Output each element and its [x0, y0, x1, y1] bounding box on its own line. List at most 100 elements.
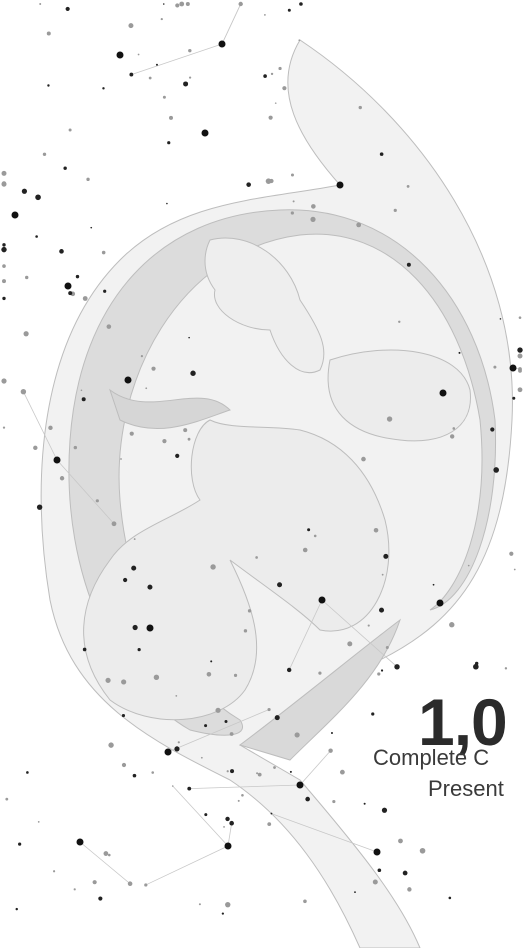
mesh-dot: [105, 677, 111, 683]
mesh-dot: [257, 772, 262, 777]
mesh-dot: [330, 732, 333, 735]
mesh-dot: [264, 14, 266, 16]
mesh-dot: [289, 770, 292, 773]
mesh-dot: [267, 822, 272, 826]
mesh-dot: [63, 166, 67, 170]
mesh-dot: [198, 903, 201, 906]
mesh-dot: [162, 439, 167, 444]
mesh-dot: [171, 785, 174, 787]
mesh-dot: [1, 181, 7, 186]
mesh-dot: [5, 797, 9, 801]
mesh-dot: [166, 202, 168, 205]
mesh-dot: [177, 741, 180, 744]
mesh-dot: [518, 368, 522, 373]
mesh-dot: [303, 899, 307, 904]
mesh-dot: [98, 896, 103, 901]
mesh-dot: [256, 772, 259, 775]
mesh-line: [227, 823, 233, 847]
mesh-dot: [65, 6, 70, 12]
mesh-dot: [162, 95, 166, 99]
mesh-line: [189, 784, 301, 790]
mesh-dot: [356, 222, 362, 228]
mesh-dot: [145, 387, 148, 390]
mesh-dot: [398, 838, 403, 844]
mesh-dot: [238, 1, 243, 7]
mesh-dot: [229, 820, 234, 826]
mesh-dot: [268, 115, 273, 120]
mesh-dot: [2, 426, 6, 429]
mesh-dot: [347, 641, 353, 647]
mesh-dot: [371, 712, 375, 716]
mesh-dot: [137, 648, 141, 652]
mesh-dot: [175, 453, 180, 458]
mesh-dot: [278, 66, 282, 71]
mesh-dot: [1, 246, 7, 253]
mesh-dot: [59, 476, 65, 481]
mesh-dot: [15, 907, 18, 911]
mesh-dot: [379, 607, 385, 613]
mesh-dot: [210, 564, 216, 570]
mesh-dot: [123, 577, 128, 583]
mesh-dot: [328, 748, 333, 753]
mesh-dot: [363, 802, 366, 805]
mesh-dot: [169, 115, 174, 120]
womb: [68, 209, 497, 736]
mesh-dot: [18, 842, 22, 846]
mesh-dot: [517, 347, 523, 353]
mesh-dot: [73, 888, 76, 891]
mesh-dot: [225, 816, 230, 822]
mesh-hub: [336, 181, 344, 189]
mesh-dot: [153, 674, 160, 681]
mesh-dot: [188, 76, 192, 79]
mesh-dot: [95, 499, 99, 503]
mesh-dot: [277, 582, 283, 588]
mesh-dot: [402, 870, 408, 876]
mesh-dot: [215, 707, 221, 713]
mesh-dot: [39, 3, 42, 5]
mesh-hub: [116, 51, 124, 59]
mesh-dot: [318, 671, 322, 675]
mesh-line: [288, 599, 323, 671]
headline-line: Complete C: [373, 745, 490, 770]
mesh-dot: [59, 249, 64, 254]
mesh-dot: [274, 102, 277, 104]
mesh-dot: [377, 672, 381, 676]
mesh-dot: [373, 527, 379, 533]
mesh: [1, 1, 523, 915]
mesh-dot: [377, 868, 382, 873]
mesh-dot: [380, 669, 384, 672]
mesh-dot: [290, 211, 294, 215]
fetus-head: [327, 349, 471, 442]
mesh-dot: [120, 458, 122, 460]
mesh-dot: [127, 881, 133, 887]
mesh-dot: [35, 194, 41, 201]
mesh-dot: [419, 847, 426, 854]
headline-number: 1,0: [418, 685, 508, 759]
mesh-dot: [151, 366, 156, 371]
mesh-dot: [73, 445, 78, 450]
mesh-dot: [188, 48, 192, 53]
mesh-dot: [2, 296, 6, 301]
mesh-dot: [68, 291, 73, 296]
shapes: [40, 39, 513, 948]
mesh-line: [145, 845, 229, 886]
mesh-dot: [155, 63, 158, 66]
mesh-dot: [517, 387, 523, 393]
mesh-hub: [439, 389, 447, 397]
mesh-dot: [449, 622, 455, 628]
mesh-dot: [101, 250, 106, 255]
mesh-dot: [302, 547, 308, 553]
mesh-dot: [86, 177, 90, 182]
mesh-dot: [148, 76, 152, 80]
mesh-dot: [493, 365, 497, 369]
mesh-dot: [37, 820, 40, 823]
mesh-dot: [358, 105, 362, 110]
mesh-dot: [310, 216, 316, 222]
mesh-dot: [449, 434, 455, 439]
mesh-dot: [47, 84, 50, 87]
mesh-dot: [292, 200, 295, 203]
mesh-hub: [164, 748, 172, 756]
mesh-dot: [299, 2, 303, 6]
mesh-dot: [367, 624, 370, 627]
mesh-dot: [354, 891, 356, 894]
